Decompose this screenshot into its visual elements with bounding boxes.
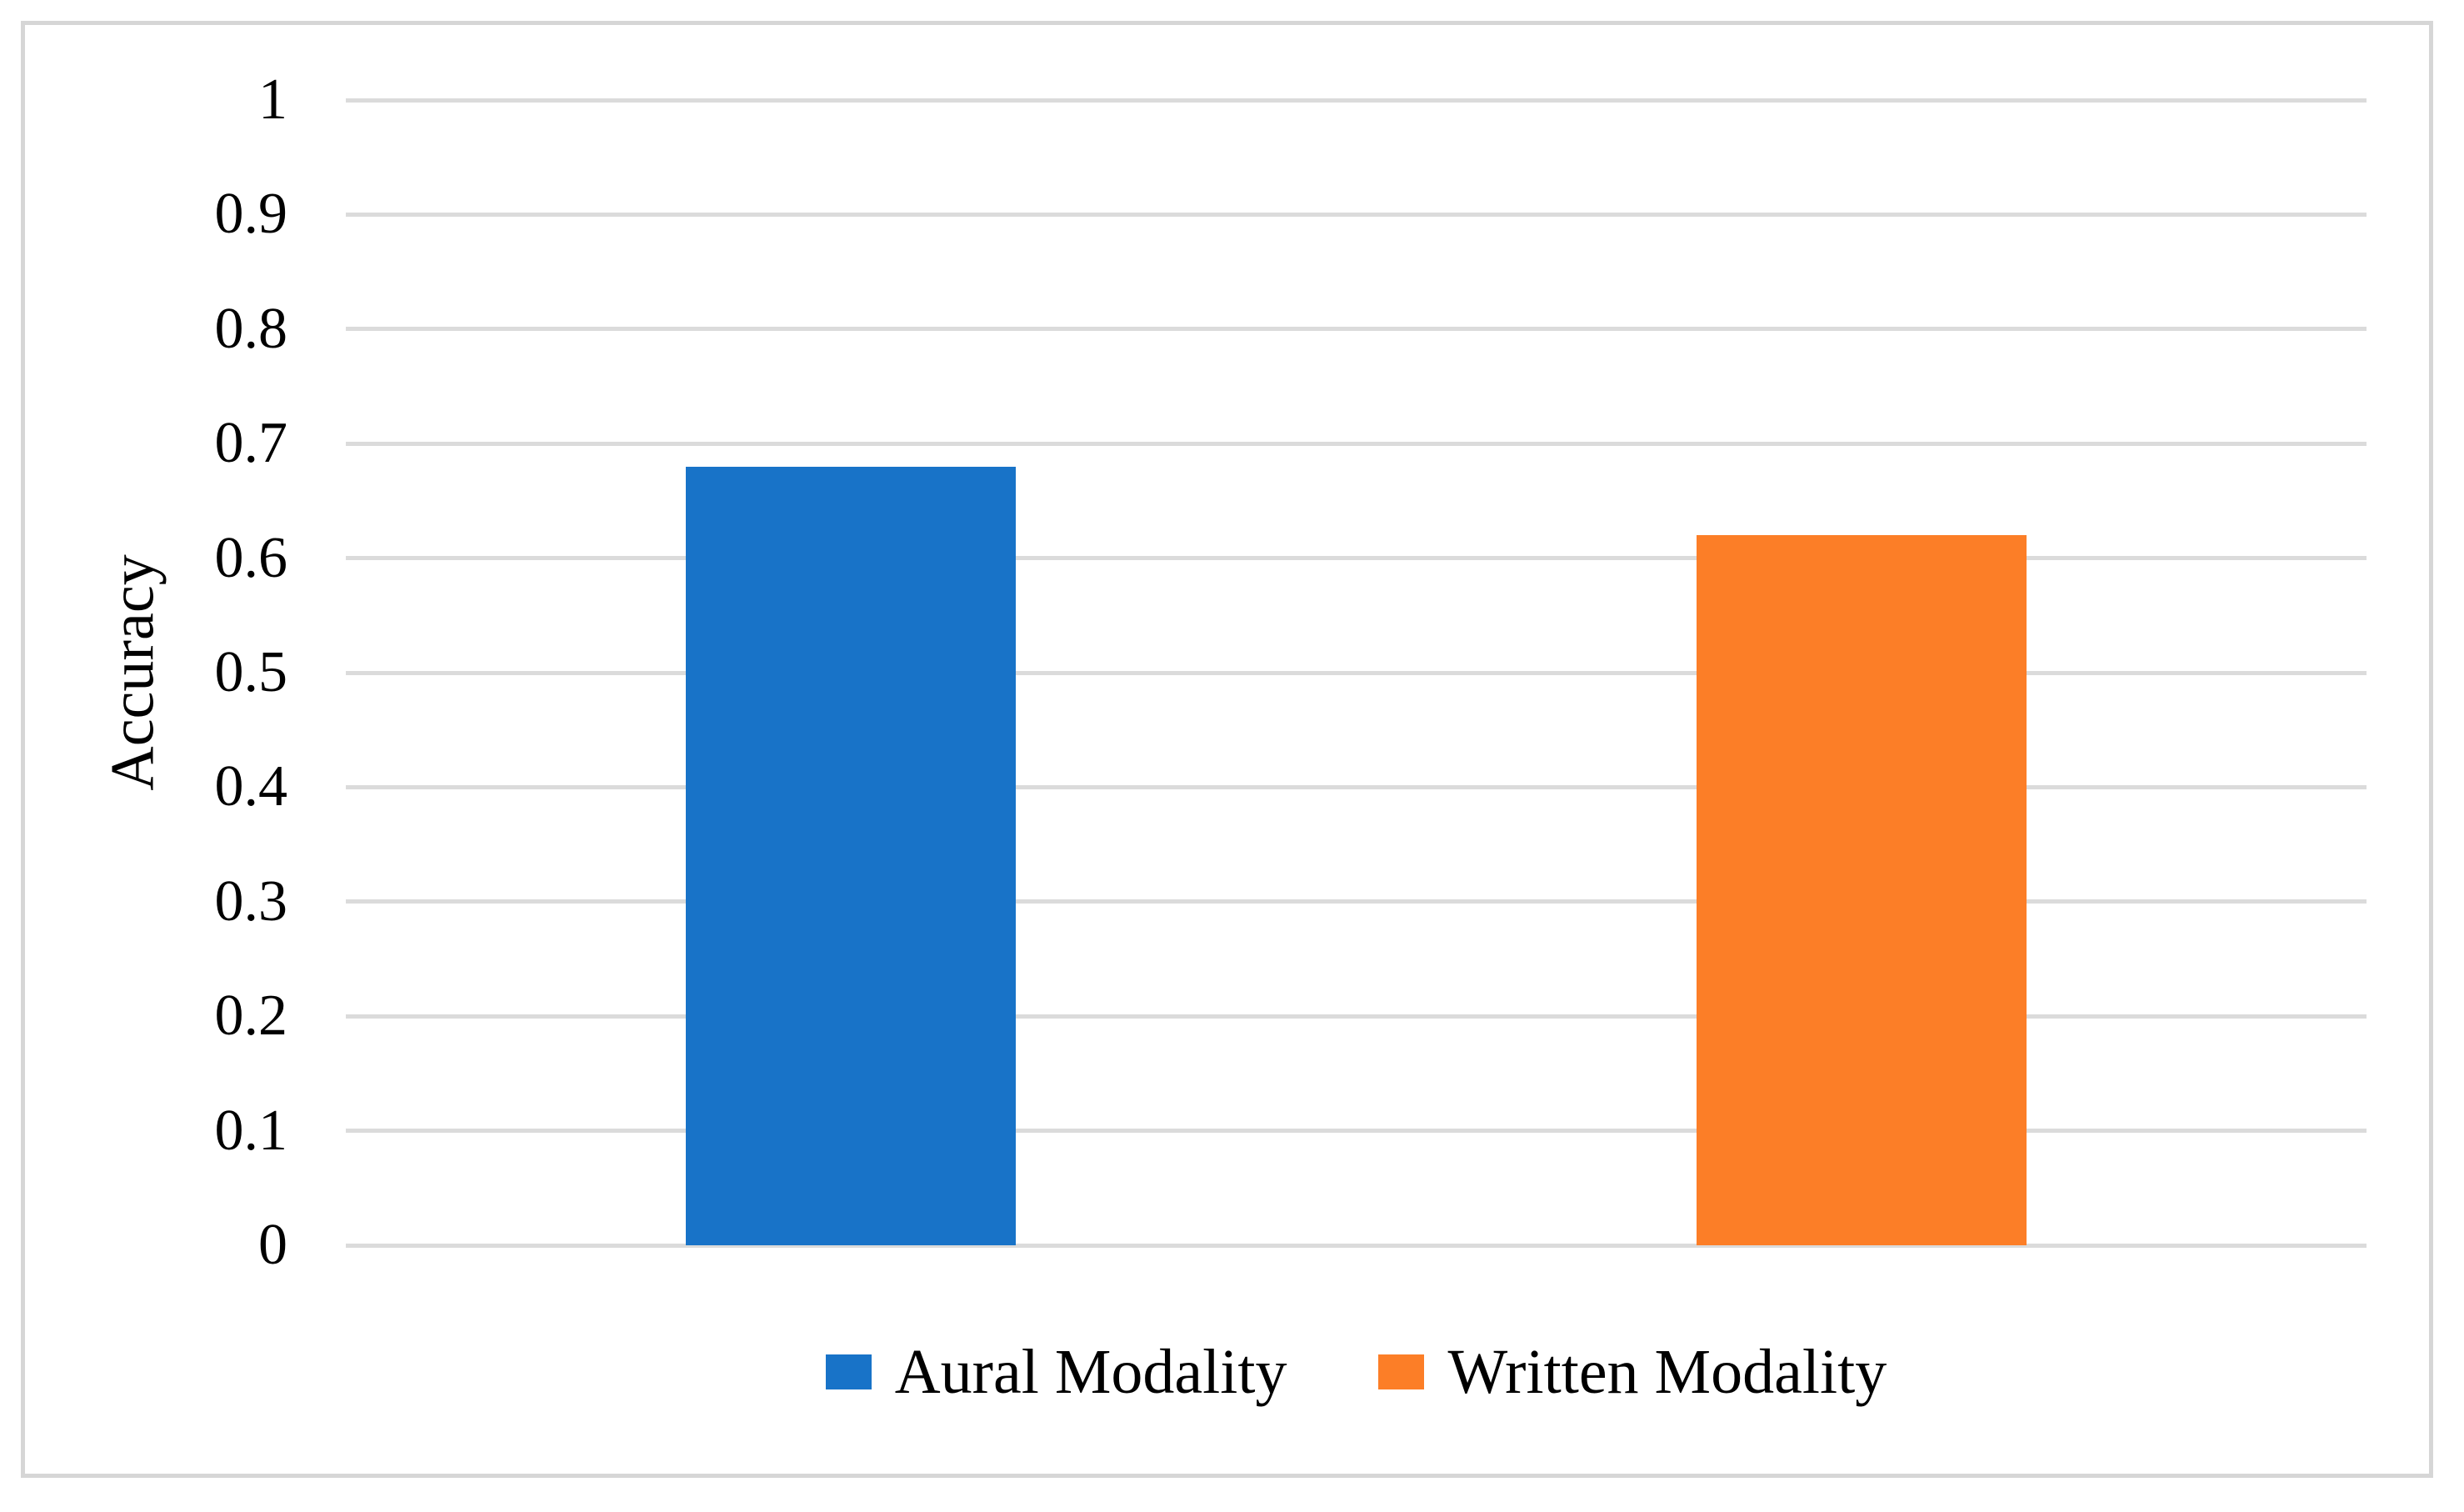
y-tick-label: 0.7 <box>214 411 288 476</box>
gridline-y-0.4 <box>346 784 2367 789</box>
y-tick-label: 0.2 <box>214 984 288 1049</box>
bar-aural-modality <box>686 467 1017 1245</box>
legend: Aural Modality Written Modality <box>346 1340 2367 1404</box>
gridline-y-0.3 <box>346 899 2367 904</box>
gridline-y-0.1 <box>346 1129 2367 1134</box>
y-tick-label: 0.1 <box>214 1098 288 1163</box>
legend-swatch-icon <box>825 1354 872 1389</box>
legend-item-written-modality: Written Modality <box>1378 1340 1887 1404</box>
gridline-y-0.6 <box>346 556 2367 561</box>
legend-swatch-icon <box>1378 1354 1425 1389</box>
gridline-y-0.2 <box>346 1014 2367 1019</box>
y-tick-label: 0.5 <box>214 640 288 704</box>
gridline-y-0.7 <box>346 441 2367 446</box>
plot-area <box>346 98 2367 1248</box>
legend-label: Aural Modality <box>894 1337 1287 1407</box>
y-axis-tick-labels: 1 0.9 0.8 0.7 0.6 0.5 0.4 0.3 0.2 0.1 0 <box>0 0 288 1512</box>
legend-label: Written Modality <box>1447 1337 1887 1407</box>
gridline-y-0.5 <box>346 670 2367 675</box>
bar-written-modality <box>1696 535 2027 1245</box>
y-tick-label: 0.8 <box>214 296 288 361</box>
chart-frame <box>21 21 2433 1478</box>
y-tick-label: 0.4 <box>214 754 288 819</box>
y-tick-label: 0 <box>258 1213 287 1277</box>
gridline-y-0 <box>346 1243 2367 1248</box>
y-tick-label: 1 <box>258 68 287 132</box>
y-tick-label: 0.6 <box>214 525 288 590</box>
gridline-y-1 <box>346 98 2367 103</box>
y-tick-label: 0.3 <box>214 869 288 934</box>
legend-item-aural-modality: Aural Modality <box>825 1337 1287 1407</box>
gridline-y-0.8 <box>346 327 2367 332</box>
gridline-y-0.9 <box>346 212 2367 217</box>
y-tick-label: 0.9 <box>214 182 288 247</box>
